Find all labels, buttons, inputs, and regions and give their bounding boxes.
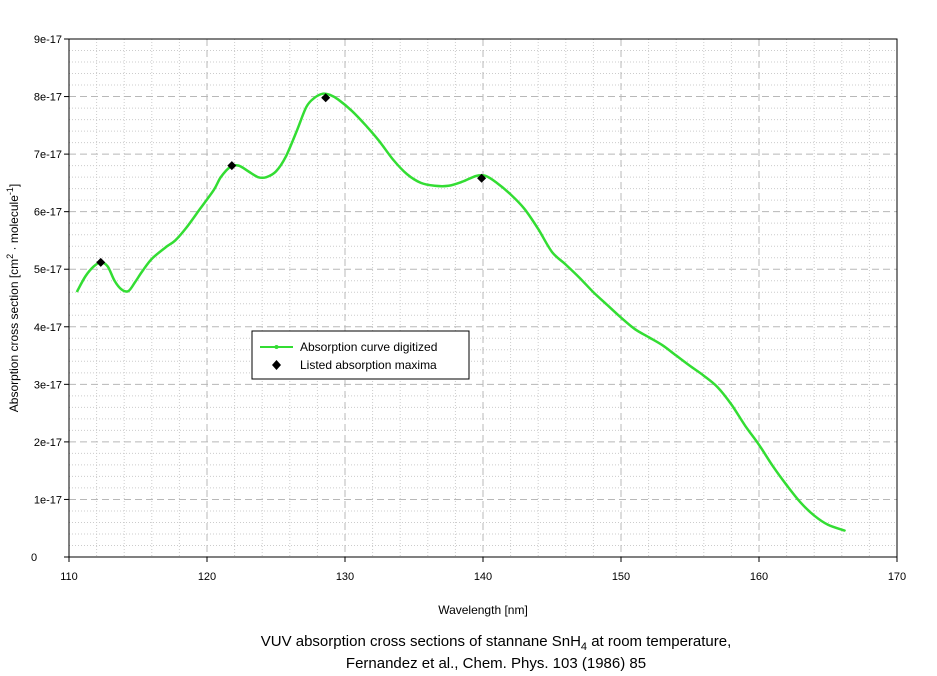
x-tick-label: 150 bbox=[612, 571, 630, 583]
y-axis-title-mid: · molecule bbox=[7, 195, 21, 254]
legend: Absorption curve digitized Listed absorp… bbox=[251, 330, 470, 380]
legend-box bbox=[251, 330, 470, 380]
y-tick-label: 2e-17 bbox=[34, 437, 62, 449]
x-tick-label: 170 bbox=[888, 571, 906, 583]
y-tick-label: 9e-17 bbox=[34, 34, 62, 46]
absorption-maximum-marker bbox=[227, 161, 237, 171]
y-axis-title-sup2: -1 bbox=[5, 187, 15, 195]
caption-line-1-sub: 4 bbox=[581, 641, 587, 653]
grid-layer bbox=[68, 38, 898, 558]
absorption-maximum-marker bbox=[477, 173, 487, 183]
absorption-maximum-marker bbox=[96, 257, 106, 267]
y-axis-title: Absorption cross section [cm2 · molecule… bbox=[5, 184, 21, 412]
y-axis-title-sup1: 2 bbox=[5, 254, 15, 259]
x-tick-label: 110 bbox=[60, 571, 78, 583]
x-axis-title: Wavelength [nm] bbox=[438, 603, 528, 617]
y-tick-label: 3e-17 bbox=[34, 379, 62, 391]
caption-line-1-post: at room temperature, bbox=[587, 633, 731, 650]
x-tick-label: 160 bbox=[750, 571, 768, 583]
y-axis-title-main: Absorption cross section [cm bbox=[7, 259, 21, 412]
caption-line-1: VUV absorption cross sections of stannan… bbox=[261, 633, 732, 653]
y-tick-label: 4e-17 bbox=[34, 322, 62, 334]
series-layer bbox=[76, 92, 846, 532]
x-tick-label: 120 bbox=[198, 571, 216, 583]
legend-label-curve: Absorption curve digitized bbox=[300, 340, 437, 354]
y-tick-label: 7e-17 bbox=[34, 149, 62, 161]
x-tick-label: 140 bbox=[474, 571, 492, 583]
x-tick-label: 130 bbox=[336, 571, 354, 583]
absorption-curve-line bbox=[76, 92, 846, 532]
y-tick-label: 1e-17 bbox=[34, 494, 62, 506]
y-tick-label: 5e-17 bbox=[34, 264, 62, 276]
absorption-maximum-marker bbox=[321, 93, 331, 103]
legend-label-maxima: Listed absorption maxima bbox=[300, 358, 437, 372]
caption-line-1-pre: VUV absorption cross sections of stannan… bbox=[261, 633, 581, 650]
caption: VUV absorption cross sections of stannan… bbox=[261, 633, 732, 672]
y-axis-ticks: 0 1e-17 2e-17 3e-17 4e-17 5e-17 6e-17 7e-17 8e-1… bbox=[31, 34, 69, 564]
y-tick-label: 6e-17 bbox=[34, 207, 62, 219]
y-tick-label: 0 bbox=[31, 552, 37, 564]
x-axis-ticks: 110 120 130 140 150 160 170 bbox=[60, 557, 906, 583]
y-tick-label: 8e-17 bbox=[34, 92, 62, 104]
caption-line-2: Fernandez et al., Chem. Phys. 103 (1986)… bbox=[346, 655, 646, 672]
y-axis-title-end: ] bbox=[7, 184, 21, 187]
legend-swatch-dot bbox=[274, 345, 279, 349]
legend-swatch-diamond bbox=[272, 360, 281, 370]
